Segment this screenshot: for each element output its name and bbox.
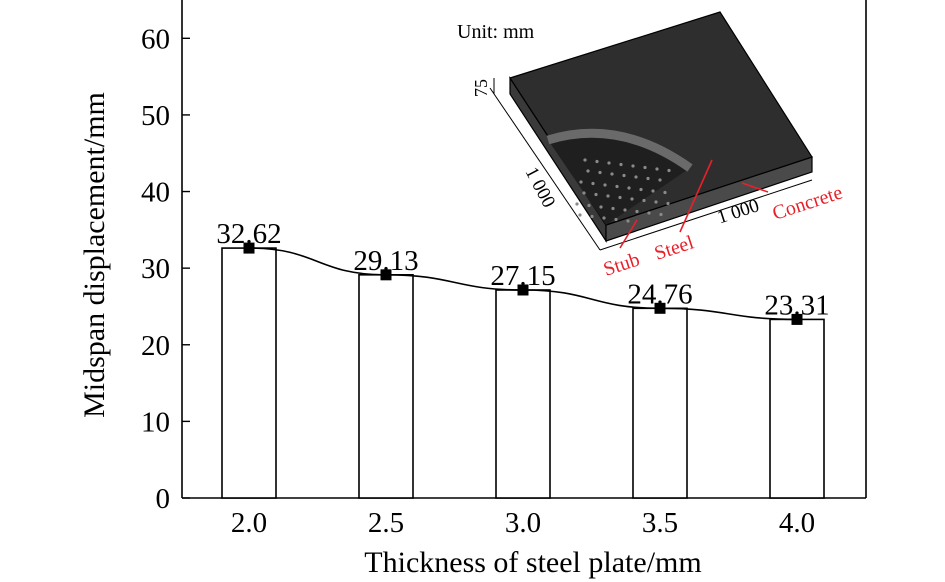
stub-dot [606, 194, 610, 198]
stub-dot [598, 170, 602, 175]
stub-dot [595, 159, 599, 164]
stub-dot [647, 211, 651, 215]
x-tick-label: 2.5 [368, 507, 404, 539]
steel-callout: Steel [652, 231, 697, 264]
data-label: 29.13 [353, 245, 418, 277]
stub-dot [626, 219, 630, 223]
bar-series [221, 247, 825, 499]
y-axis-ticks: 0 10 20 30 40 50 60 [141, 23, 190, 515]
stub-dot [630, 197, 634, 201]
stub-dot [590, 214, 594, 219]
x-axis-title: Thickness of steel plate/mm [364, 546, 701, 579]
stub-dot [594, 192, 598, 197]
stub-dot [622, 173, 626, 178]
side-dimension-line [489, 87, 601, 251]
concrete-leader-line [741, 182, 769, 193]
stub-dot [614, 217, 618, 222]
trend-line-series [243, 242, 803, 325]
side-length-label: 1 000 [521, 164, 560, 212]
y-axis-title: Midspan displacement/mm [78, 92, 111, 418]
trend-marker [380, 269, 392, 281]
bar [495, 289, 551, 499]
x-tick-label: 3.5 [642, 507, 678, 539]
stub-dot [655, 167, 659, 171]
stub-dot [659, 212, 663, 217]
stub-dot [618, 195, 622, 200]
bar [632, 307, 688, 499]
stub-dot [610, 172, 614, 176]
data-label: 23.31 [764, 289, 829, 321]
trend-marker [654, 302, 666, 314]
trend-marker [517, 284, 529, 296]
stub-dot [623, 208, 627, 212]
stub-dot [602, 216, 606, 220]
data-label: 24.76 [627, 278, 692, 310]
front-dimension-line [599, 179, 813, 251]
stub-dots [575, 158, 671, 223]
stub-dot [639, 187, 643, 192]
exposed-steel-region [548, 133, 690, 225]
stub-dot [582, 191, 586, 195]
stub-dot [651, 189, 655, 193]
bar [221, 247, 277, 499]
stub-dot [579, 180, 583, 184]
stub-dot [658, 178, 662, 182]
steel-leader-line [679, 159, 713, 233]
data-label: 27.15 [490, 260, 555, 292]
y-tick-label: 60 [141, 23, 170, 55]
stub-dot [631, 164, 635, 168]
y-tick-label: 40 [141, 177, 170, 209]
y-tick-label: 50 [141, 100, 170, 132]
bar [358, 274, 414, 499]
stub-dot [603, 183, 607, 187]
inset-unit-label: Unit: mm [457, 21, 535, 43]
stub-callout: Stub [601, 248, 643, 280]
data-labels: 32.62 29.13 27.15 24.76 23.31 [216, 218, 829, 321]
stub-dot [643, 165, 647, 170]
x-tick-label: 4.0 [779, 507, 815, 539]
stub-dot [627, 186, 631, 190]
x-tick-label: 2.0 [231, 507, 267, 539]
trend-marker [243, 242, 255, 254]
y-tick-label: 20 [141, 330, 170, 362]
stub-dot [635, 209, 639, 214]
bar [769, 318, 825, 499]
stub-dot [666, 201, 670, 206]
stub-leader-line [619, 219, 638, 249]
y-tick-label: 0 [156, 483, 171, 515]
stub-dot [583, 158, 587, 162]
stub-dot [642, 198, 646, 203]
stub-dot [634, 175, 638, 179]
stub-dot [663, 190, 667, 195]
concrete-callout: Concrete [770, 181, 846, 224]
stub-dot [607, 161, 611, 165]
stub-dot [599, 205, 603, 209]
x-tick-label: 3.0 [505, 507, 541, 539]
stub-dot [575, 202, 579, 206]
data-label: 32.62 [216, 218, 281, 250]
stub-dot [667, 168, 671, 173]
y-tick-label: 10 [141, 406, 170, 438]
stub-dot [591, 181, 595, 186]
x-axis-ticks: 2.0 2.5 3.0 3.5 4.0 [231, 490, 815, 539]
stub-dot [587, 203, 591, 208]
stub-dot [611, 206, 615, 211]
stub-dot [586, 169, 590, 173]
trend-marker [791, 313, 803, 325]
inset-slab-illustration: Unit: mm 75 1 000 1 000 Stub Steel Concr… [457, 11, 846, 281]
stub-dot [646, 176, 650, 181]
stub-dot [619, 162, 623, 167]
stub-dot [654, 200, 658, 204]
stub-dot [615, 184, 619, 189]
y-tick-label: 30 [141, 253, 170, 285]
steel-arc-band [546, 128, 693, 172]
stub-dot [578, 213, 582, 217]
thickness-label: 75 [471, 79, 491, 97]
